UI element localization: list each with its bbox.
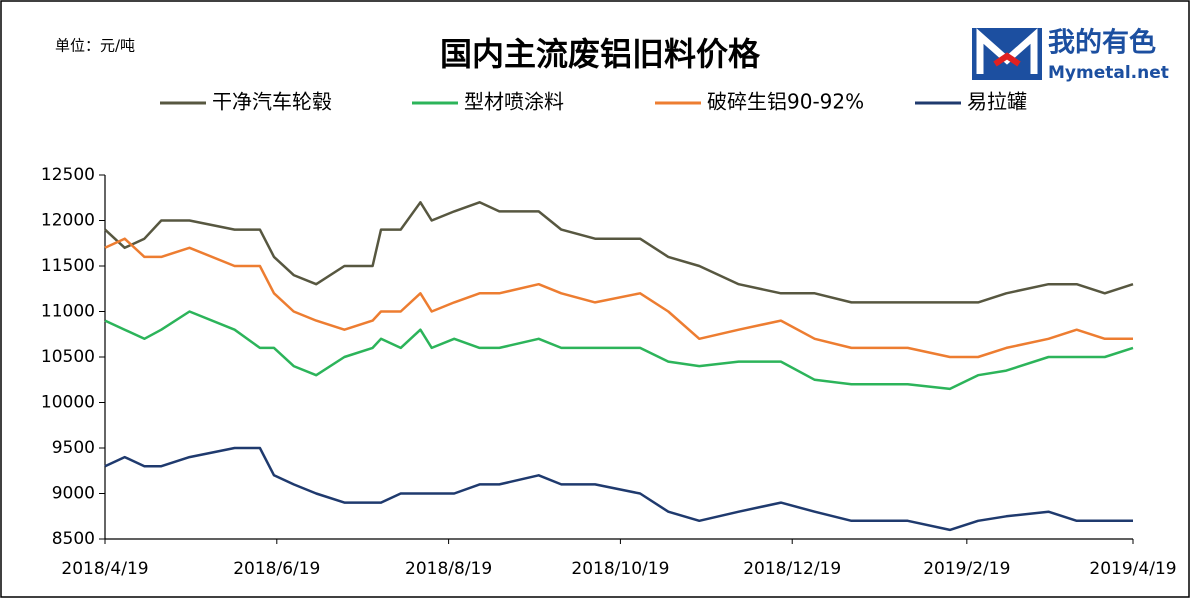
y-tick-label: 10000 xyxy=(41,393,95,413)
legend-label: 型材喷涂料 xyxy=(464,90,564,114)
logo-accent xyxy=(993,52,1021,67)
y-tick-label: 11000 xyxy=(41,302,95,322)
series-line xyxy=(104,237,1133,359)
legend-label: 易拉罐 xyxy=(967,90,1027,114)
logo-en: Mymetal.net xyxy=(1048,63,1169,83)
x-tick-label: 2019/4/19 xyxy=(1089,559,1176,579)
y-tick-label: 11500 xyxy=(41,256,95,276)
x-tick-label: 2018/8/19 xyxy=(405,559,492,579)
y-tick-label: 12000 xyxy=(41,211,95,231)
x-tick-label: 2018/4/19 xyxy=(61,559,148,579)
logo-cn: 我的有色 xyxy=(1048,27,1156,59)
x-tick-label: 2018/12/19 xyxy=(743,559,841,579)
series-line xyxy=(104,310,1134,391)
x-tick-label: 2019/2/19 xyxy=(923,559,1010,579)
y-tick-label: 9500 xyxy=(52,438,95,458)
y-tick-label: 9000 xyxy=(52,484,95,504)
y-tick-label: 12500 xyxy=(41,165,95,185)
logo-m xyxy=(976,28,1038,74)
y-tick-label: 8500 xyxy=(52,529,95,549)
chart-title: 国内主流废铝旧料价格 xyxy=(440,35,761,73)
logo: 我的有色 Mymetal.net xyxy=(972,27,1169,83)
y-tick-label: 10500 xyxy=(41,347,95,367)
unit-label: 单位：元/吨 xyxy=(55,37,135,55)
legend-label: 破碎生铝90-92% xyxy=(707,90,864,114)
legend-label: 干净汽车轮毂 xyxy=(212,90,332,114)
x-tick-label: 2018/10/19 xyxy=(571,559,669,579)
x-tick-label: 2018/6/19 xyxy=(233,559,320,579)
series-line xyxy=(104,201,1134,304)
series-line xyxy=(104,446,1133,532)
